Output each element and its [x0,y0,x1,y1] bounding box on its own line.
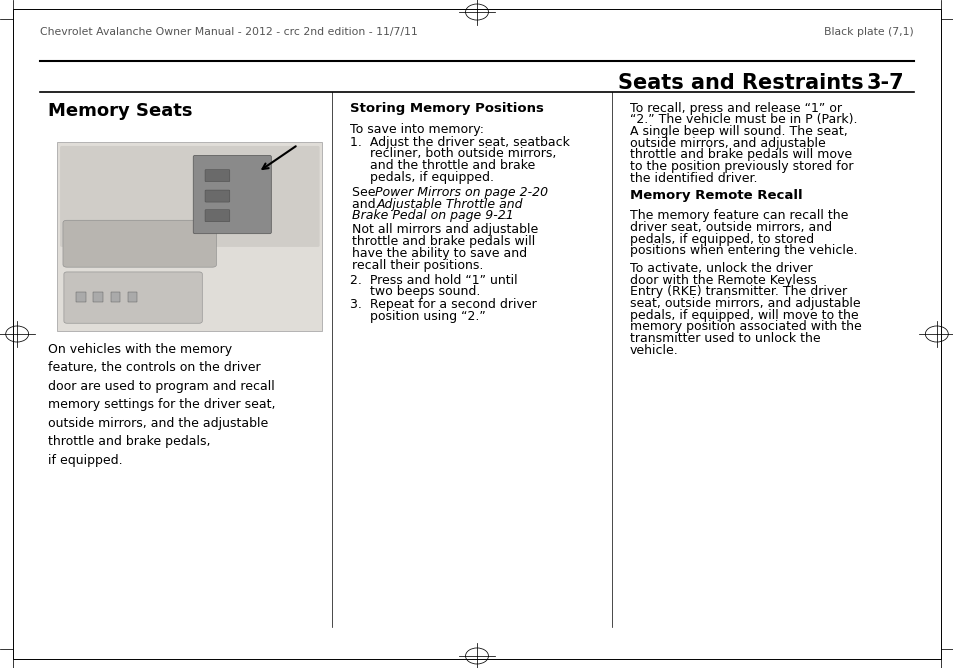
Text: outside mirrors, and adjustable: outside mirrors, and adjustable [629,136,824,150]
Text: seat, outside mirrors, and adjustable: seat, outside mirrors, and adjustable [629,297,860,310]
FancyBboxPatch shape [205,210,230,222]
Text: have the ability to save and: have the ability to save and [352,246,527,260]
Text: Brake Pedal on page 9-21: Brake Pedal on page 9-21 [352,209,514,222]
FancyBboxPatch shape [63,220,216,267]
Text: A single beep will sound. The seat,: A single beep will sound. The seat, [629,125,846,138]
Text: Power Mirrors on page 2-20: Power Mirrors on page 2-20 [375,186,547,199]
Text: To save into memory:: To save into memory: [350,123,483,136]
Text: position using “2.”: position using “2.” [350,310,485,323]
Text: and: and [352,198,379,210]
Text: transmitter used to unlock the: transmitter used to unlock the [629,332,820,345]
Text: Memory Remote Recall: Memory Remote Recall [629,189,801,202]
Text: 3.  Repeat for a second driver: 3. Repeat for a second driver [350,298,537,311]
Text: to the position previously stored for: to the position previously stored for [629,160,852,173]
Text: throttle and brake pedals will: throttle and brake pedals will [352,235,535,248]
Text: On vehicles with the memory
feature, the controls on the driver
door are used to: On vehicles with the memory feature, the… [48,343,274,467]
Bar [76,292,86,303]
Text: To recall, press and release “1” or: To recall, press and release “1” or [629,102,841,114]
Bar [128,292,137,303]
Text: See: See [352,186,379,199]
Text: door with the Remote Keyless: door with the Remote Keyless [629,273,816,287]
Text: and the throttle and brake: and the throttle and brake [350,159,535,172]
Text: Seats and Restraints: Seats and Restraints [618,73,862,94]
Text: “2.” The vehicle must be in P (Park).: “2.” The vehicle must be in P (Park). [629,113,856,126]
Text: Black plate (7,1): Black plate (7,1) [823,27,913,37]
Text: pedals, if equipped.: pedals, if equipped. [350,171,494,184]
FancyBboxPatch shape [205,170,230,182]
Text: 2.  Press and hold “1” until: 2. Press and hold “1” until [350,274,517,287]
Bar [111,292,120,303]
Text: Chevrolet Avalanche Owner Manual - 2012 - crc 2nd edition - 11/7/11: Chevrolet Avalanche Owner Manual - 2012 … [40,27,417,37]
Text: Memory Seats: Memory Seats [48,102,192,120]
Bar [93,292,103,303]
Bar [57,142,322,331]
Text: throttle and brake pedals will move: throttle and brake pedals will move [629,148,851,161]
FancyBboxPatch shape [60,146,319,247]
Text: positions when entering the vehicle.: positions when entering the vehicle. [629,244,857,257]
Text: recall their positions.: recall their positions. [352,259,483,271]
Text: Storing Memory Positions: Storing Memory Positions [350,102,543,114]
FancyBboxPatch shape [205,190,230,202]
Text: the identified driver.: the identified driver. [629,172,757,184]
Text: Adjustable Throttle and: Adjustable Throttle and [376,198,523,210]
Text: To activate, unlock the driver: To activate, unlock the driver [629,262,811,275]
Text: 1.  Adjust the driver seat, seatback: 1. Adjust the driver seat, seatback [350,136,569,149]
Text: .: . [502,209,506,222]
Text: pedals, if equipped, to stored: pedals, if equipped, to stored [629,232,813,246]
Text: recliner, both outside mirrors,: recliner, both outside mirrors, [350,148,556,160]
Text: two beeps sound.: two beeps sound. [350,285,480,299]
Text: 3-7: 3-7 [865,73,902,94]
Text: vehicle.: vehicle. [629,343,678,357]
FancyBboxPatch shape [193,156,271,234]
Text: memory position associated with the: memory position associated with the [629,320,861,333]
Text: Not all mirrors and adjustable: Not all mirrors and adjustable [352,223,537,236]
Text: Entry (RKE) transmitter. The driver: Entry (RKE) transmitter. The driver [629,285,846,298]
FancyBboxPatch shape [64,272,202,323]
Text: driver seat, outside mirrors, and: driver seat, outside mirrors, and [629,221,831,234]
Text: The memory feature can recall the: The memory feature can recall the [629,209,847,222]
Text: pedals, if equipped, will move to the: pedals, if equipped, will move to the [629,309,858,321]
